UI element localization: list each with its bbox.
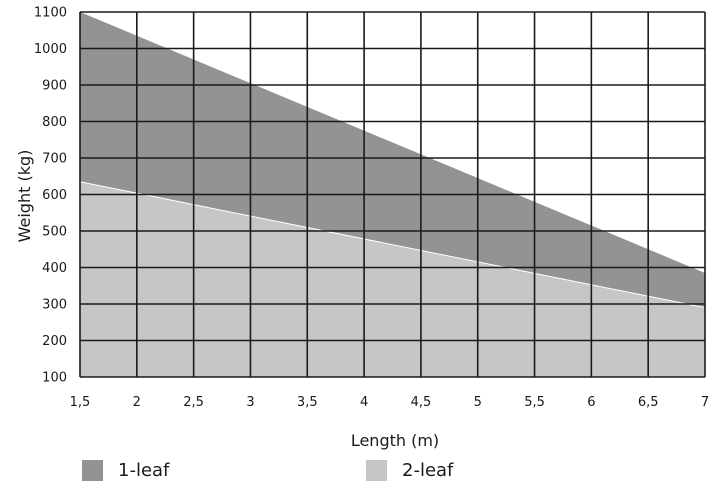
y-tick-label-10: 1100 (34, 6, 67, 21)
x-axis-title: Length (m) (351, 431, 439, 450)
x-tick-label-1: 2 (133, 395, 141, 410)
x-tick-label-6: 4,5 (411, 395, 432, 410)
y-tick-label-2: 300 (42, 298, 67, 313)
line-2-leaf (79, 181, 706, 309)
y-tick-label-0: 100 (42, 371, 67, 386)
x-tick-label-0: 1,5 (70, 395, 91, 410)
y-tick-label-8: 900 (42, 79, 67, 94)
y-tick-label-4: 500 (42, 225, 67, 240)
y-tick-label-1: 200 (42, 334, 67, 349)
x-tick-label-8: 5,5 (524, 395, 545, 410)
legend-label-2-leaf: 2-leaf (402, 460, 454, 481)
legend: 1-leaf 2-leaf (82, 460, 454, 481)
x-tick-labels: 1,5 2 2,5 3 3,5 4 4,5 5 5,5 6 6,5 7 (70, 395, 709, 410)
y-tick-label-3: 400 (42, 261, 67, 276)
y-tick-label-5: 600 (42, 188, 67, 203)
x-tick-label-4: 3,5 (297, 395, 318, 410)
x-tick-label-3: 3 (246, 395, 254, 410)
legend-label-1-leaf: 1-leaf (118, 460, 170, 481)
x-tick-label-11: 7 (701, 395, 709, 410)
x-tick-label-9: 6 (587, 395, 595, 410)
y-tick-label-9: 1000 (34, 42, 67, 57)
y-tick-labels: 100 200 300 400 500 600 700 800 900 1000 1100 (34, 6, 67, 386)
x-tick-label-2: 2,5 (183, 395, 204, 410)
y-tick-label-7: 800 (42, 115, 67, 130)
y-tick-label-6: 700 (42, 152, 67, 167)
x-tick-label-7: 5 (474, 395, 482, 410)
y-axis-title: Weight (kg) (15, 150, 34, 243)
x-tick-label-5: 4 (360, 395, 368, 410)
plot-grid (79, 11, 706, 378)
x-tick-label-10: 6,5 (638, 395, 659, 410)
legend-swatch-2-leaf (366, 460, 387, 481)
legend-swatch-1-leaf (82, 460, 103, 481)
